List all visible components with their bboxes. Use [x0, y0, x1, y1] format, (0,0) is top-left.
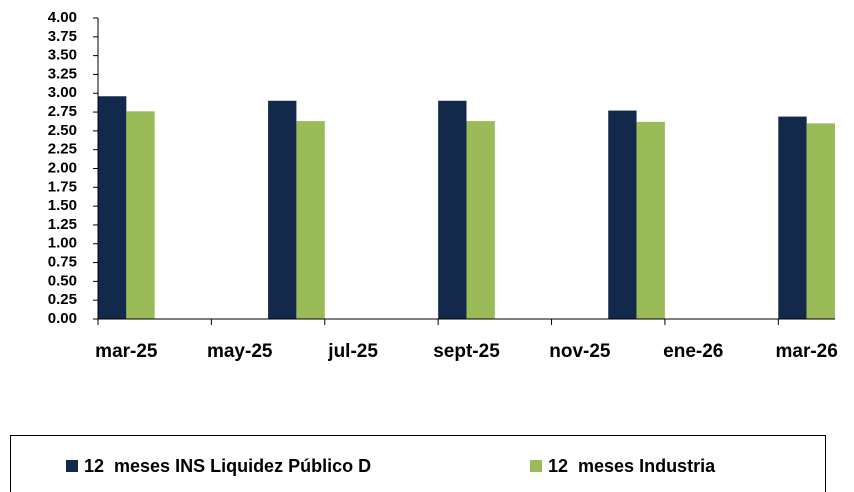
bar — [608, 110, 637, 320]
y-tick-label: 3.50 — [48, 47, 77, 64]
x-tick-label: ene-26 — [663, 341, 723, 362]
x-tick-label: jul-25 — [327, 341, 378, 362]
y-tick-label: 1.50 — [48, 197, 77, 214]
y-tick-label: 1.75 — [48, 178, 77, 195]
y-tick-label: 1.25 — [48, 216, 77, 233]
bar — [438, 100, 467, 320]
y-tick-label: 2.25 — [48, 141, 77, 158]
y-tick-label: 3.75 — [48, 28, 77, 45]
y-tick-label: 0.25 — [48, 291, 77, 308]
y-tick-label: 2.00 — [48, 159, 77, 176]
legend-label: 12 meses INS Liquidez Público D — [84, 456, 371, 476]
bar — [268, 100, 297, 320]
x-tick-label: may-25 — [207, 341, 273, 362]
x-tick-label: sept-25 — [433, 341, 500, 362]
bar — [296, 121, 325, 319]
x-tick-label: mar-26 — [775, 341, 837, 362]
bar — [98, 96, 127, 319]
y-tick-label: 0.00 — [48, 310, 77, 327]
bar — [778, 116, 807, 319]
bar — [636, 121, 665, 319]
x-tick-label: nov-25 — [549, 341, 611, 362]
y-tick-label: 1.00 — [48, 235, 77, 252]
bar — [806, 123, 835, 319]
y-tick-label: 3.00 — [48, 84, 77, 101]
x-tick-label: mar-25 — [95, 341, 158, 362]
legend-box — [10, 435, 826, 492]
legend-swatch — [66, 460, 78, 472]
y-tick-label: 3.25 — [48, 65, 77, 82]
bar — [466, 121, 495, 319]
legend-label: 12 meses Industria — [548, 456, 716, 476]
bar — [126, 111, 155, 319]
y-tick-label: 2.50 — [48, 122, 77, 139]
y-tick-label: 4.00 — [48, 9, 77, 26]
y-tick-label: 0.50 — [48, 272, 77, 289]
legend-swatch — [530, 460, 542, 472]
y-tick-label: 0.75 — [48, 254, 77, 271]
y-tick-label: 2.75 — [48, 103, 77, 120]
